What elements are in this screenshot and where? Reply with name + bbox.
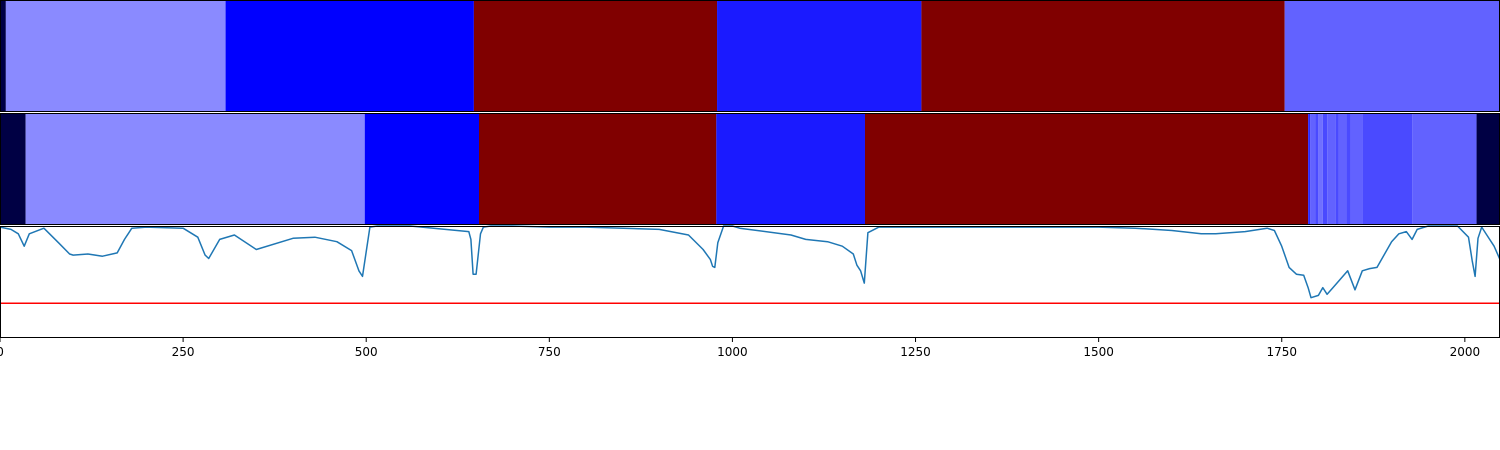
heatmap-segment xyxy=(717,0,922,112)
heatmap-segment xyxy=(1335,113,1339,225)
heatmap-segment xyxy=(1362,113,1413,225)
heatmap-segment xyxy=(1318,113,1323,225)
top-heatmap-panel xyxy=(0,0,1500,112)
x-tick-label: 1750 xyxy=(1266,345,1297,359)
plot-background xyxy=(0,226,1500,338)
data-series-line xyxy=(0,225,1500,299)
heatmap-segment xyxy=(1284,0,1500,112)
x-tick-label: 1250 xyxy=(900,345,931,359)
heatmap-segment xyxy=(1322,113,1328,225)
heatmap-segment xyxy=(0,0,6,112)
heatmap-segment xyxy=(864,113,1309,225)
x-tick-label: 1000 xyxy=(717,345,748,359)
heatmap-segment xyxy=(921,0,1285,112)
heatmap-segment xyxy=(1310,113,1316,225)
heatmap-segment xyxy=(1346,113,1351,225)
heatmap-segment xyxy=(716,113,865,225)
heatmap-segment xyxy=(364,113,480,225)
heatmap-segment xyxy=(1327,113,1336,225)
x-tick-label: 250 xyxy=(172,345,195,359)
x-tick-label: 2000 xyxy=(1450,345,1481,359)
heatmap-segment xyxy=(1412,113,1477,225)
heatmap-segment xyxy=(225,0,474,112)
heatmap-segment xyxy=(1476,113,1500,225)
heatmap-segment xyxy=(1315,113,1319,225)
line-plot-panel xyxy=(0,225,1500,338)
x-axis: 0 250 500 750 1000 1250 1500 1750 2000 xyxy=(0,338,1480,359)
x-tick-label: 0 xyxy=(0,345,4,359)
heatmap-segment xyxy=(25,113,365,225)
heatmap-segment xyxy=(473,0,718,112)
heatmap-segment xyxy=(1350,113,1363,225)
heatmap-segment xyxy=(1338,113,1347,225)
x-tick-label: 750 xyxy=(538,345,561,359)
x-tick-label: 1500 xyxy=(1083,345,1114,359)
heatmap-segment xyxy=(5,0,226,112)
heatmap-segment xyxy=(479,113,717,225)
x-tick-label: 500 xyxy=(355,345,378,359)
heatmap-segment xyxy=(0,113,26,225)
heatmap-segment xyxy=(1308,113,1311,225)
middle-heatmap-panel xyxy=(0,113,1500,225)
